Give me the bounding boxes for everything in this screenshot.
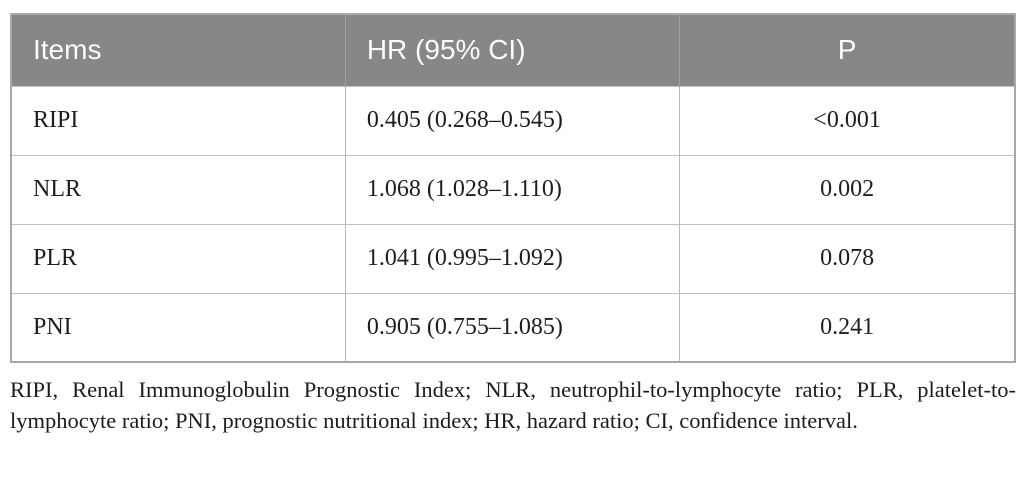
page: Items HR (95% CI) P RIPI 0.405 (0.268–0.… — [10, 13, 1016, 433]
table-row-plr: PLR 1.041 (0.995–1.092) 0.078 — [11, 223, 1015, 293]
item-cell: PLR — [11, 223, 346, 293]
table-row-nlr: NLR 1.068 (1.028–1.110) 0.002 — [11, 154, 1015, 224]
column-header-hr-ci: HR (95% CI) — [344, 14, 680, 86]
p-value-cell: <0.001 — [679, 85, 1015, 155]
item-cell: PNI — [11, 292, 346, 362]
table-footnote: RIPI, Renal Immunoglobulin Prognostic In… — [10, 377, 1016, 433]
table-row-ripi: RIPI 0.405 (0.268–0.545) <0.001 — [11, 85, 1015, 155]
item-cell: RIPI — [11, 85, 346, 155]
column-header-items: Items — [11, 14, 346, 86]
p-value-cell: 0.241 — [679, 292, 1015, 362]
table-row-pni: PNI 0.905 (0.755–1.085) 0.241 — [11, 292, 1015, 362]
column-header-p: P — [679, 14, 1015, 86]
table-header-row: Items HR (95% CI) P — [11, 14, 1015, 86]
item-cell: NLR — [11, 154, 346, 224]
p-value-cell: 0.002 — [679, 154, 1015, 224]
hazard-ratio-table: Items HR (95% CI) P RIPI 0.405 (0.268–0.… — [10, 13, 1016, 363]
hr-ci-cell: 0.405 (0.268–0.545) — [344, 85, 680, 155]
hr-ci-cell: 1.068 (1.028–1.110) — [344, 154, 680, 224]
hr-ci-cell: 0.905 (0.755–1.085) — [344, 292, 680, 362]
hr-ci-cell: 1.041 (0.995–1.092) — [344, 223, 680, 293]
p-value-cell: 0.078 — [679, 223, 1015, 293]
